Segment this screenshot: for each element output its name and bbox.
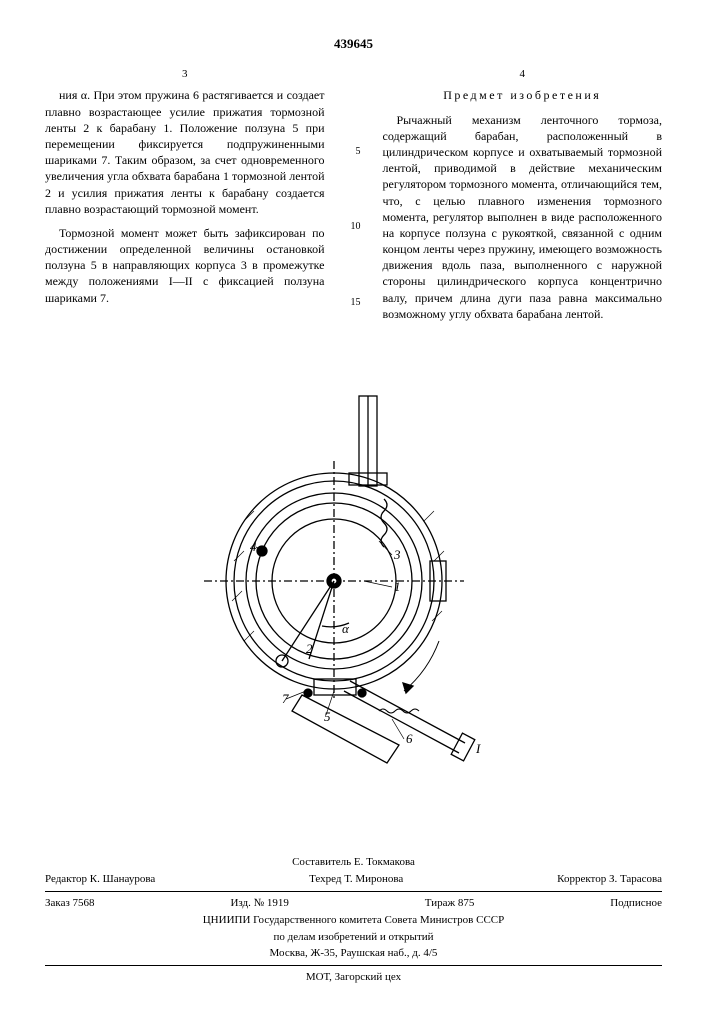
fig-label-6: 6	[406, 731, 413, 746]
org-line-1: ЦНИИПИ Государственного комитета Совета …	[45, 913, 662, 928]
patent-figure: 1 2 3 4 5 6 7 α I	[45, 391, 662, 775]
footer-block: Составитель Е. Токмакова Редактор К. Шан…	[45, 855, 662, 985]
left-para-1: ния α. При этом пружина 6 растягивается …	[45, 87, 325, 217]
fig-label-4: 4	[250, 539, 257, 554]
left-column: 3 ния α. При этом пружина 6 растягиваетс…	[45, 67, 325, 372]
editor-credit: Редактор К. Шанаурова	[45, 872, 155, 887]
print-shop: МОТ, Загорский цех	[45, 970, 662, 985]
text-columns: 3 ния α. При этом пружина 6 растягиваетс…	[45, 67, 662, 372]
address-line: Москва, Ж-35, Раушская наб., д. 4/5	[45, 946, 662, 961]
line-num: 15	[347, 296, 361, 310]
org-line-2: по делам изобретений и открытий	[45, 930, 662, 945]
fig-label-2: 2	[306, 641, 313, 656]
brake-mechanism-diagram: 1 2 3 4 5 6 7 α I	[184, 391, 524, 771]
fig-label-roman1: I	[475, 741, 481, 756]
fig-label-alpha: α	[342, 621, 350, 636]
compiler-line: Составитель Е. Токмакова	[45, 855, 662, 870]
line-num: 10	[347, 220, 361, 234]
claims-heading: Предмет изобретения	[383, 87, 663, 103]
izd-number: Изд. № 1919	[230, 896, 288, 911]
patent-number: 439645	[45, 35, 662, 53]
tech-credit: Техред Т. Миронова	[309, 872, 403, 887]
right-para-1: Рычажный механизм ленточного тормоза, со…	[383, 112, 663, 322]
order-number: Заказ 7568	[45, 896, 95, 911]
corrector-credit: Корректор З. Тарасова	[557, 872, 662, 887]
fig-label-1: 1	[394, 579, 401, 594]
right-column: 4 Предмет изобретения Рычажный механизм …	[383, 67, 663, 372]
left-col-number: 3	[45, 67, 325, 82]
fig-label-3: 3	[393, 547, 401, 562]
left-para-2: Тормозной момент может быть зафиксирован…	[45, 225, 325, 306]
line-num: 5	[347, 145, 361, 159]
podpisnoe: Подписное	[610, 896, 662, 911]
line-numbers-gutter: 5 10 15	[347, 67, 361, 372]
right-col-number: 4	[383, 67, 663, 82]
tirazh: Тираж 875	[425, 896, 475, 911]
